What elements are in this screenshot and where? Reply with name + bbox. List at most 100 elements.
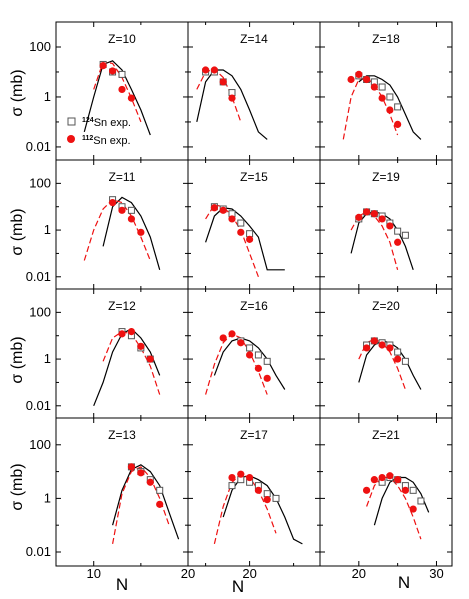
sn112-point — [263, 496, 271, 504]
sn112-point — [254, 486, 262, 494]
sn112-point — [394, 120, 402, 128]
y-tick-label: 1 — [44, 222, 51, 237]
y-tick-label: 1 — [44, 351, 51, 366]
sn112-point — [202, 66, 210, 74]
y-tick-label: 1 — [44, 490, 51, 505]
calc-curve-red — [350, 211, 399, 270]
panel-z-21: 20 30 Z=21 — [319, 417, 453, 581]
panel-z-20: Z=20 — [319, 288, 453, 419]
y-tick-label: 100 — [29, 39, 51, 54]
calc-curve-black — [102, 196, 161, 270]
sn112-point — [137, 469, 145, 477]
legend-square-marker — [67, 117, 76, 126]
sn112-point — [370, 476, 378, 484]
y-axis-label-row-3: σ (mb) — [9, 336, 26, 383]
sn112-point — [127, 215, 136, 223]
sn112-point — [362, 208, 371, 216]
sn112-point — [219, 206, 227, 214]
sn112-point — [118, 206, 126, 214]
calc-curve-black — [373, 476, 430, 526]
sn112-point — [378, 341, 386, 349]
sn124-point — [386, 93, 394, 101]
sn112-point — [146, 355, 154, 363]
y-tick-label: 0.01 — [26, 544, 51, 559]
legend-sup-124: 124 — [82, 117, 94, 124]
panel-title: Z=17 — [240, 428, 268, 442]
y-tick-label: 100 — [29, 304, 51, 319]
legend-sup-112: 112 — [82, 135, 93, 142]
sn112-point — [378, 215, 386, 223]
sn112-point — [237, 470, 245, 478]
x-axis-label-col-1: N — [116, 575, 128, 594]
panel-title: Z=16 — [240, 299, 268, 313]
sn112-point — [263, 374, 271, 382]
sn124-point — [272, 494, 280, 502]
sn112-point — [370, 83, 378, 91]
sn112-point — [386, 344, 394, 352]
x-tick-label: 20 — [242, 566, 256, 581]
panel-title: Z=20 — [372, 299, 400, 313]
sn112-point — [394, 238, 402, 246]
y-tick-label: 100 — [29, 175, 51, 190]
sn112-point — [219, 334, 227, 342]
sn112-point — [118, 85, 126, 94]
panel-z-11: 100 1 0.01 Z=11 — [26, 159, 189, 290]
sn112-point — [228, 94, 236, 102]
calc-curve-red — [93, 61, 142, 123]
panel-title: Z=18 — [372, 32, 400, 46]
sn124-point — [156, 486, 164, 494]
y-tick-label: 1 — [44, 89, 51, 104]
panel-z-16: Z=16 — [187, 288, 321, 419]
sn112-point — [362, 344, 371, 352]
calc-curve-black — [196, 69, 268, 140]
sn112-point — [401, 486, 410, 494]
sn112-point — [137, 228, 145, 236]
panel-title: Z=15 — [240, 170, 268, 184]
panel-title: Z=11 — [109, 170, 136, 184]
sn112-point — [156, 500, 164, 508]
panel-title: Z=21 — [372, 428, 400, 442]
legend-circle-marker — [67, 135, 75, 143]
sn112-point — [228, 330, 236, 338]
sn112-point — [394, 476, 402, 484]
calc-curve-red — [112, 466, 170, 545]
sn124-point — [254, 351, 262, 359]
sn112-point — [378, 94, 386, 102]
y-tick-label: 0.01 — [26, 398, 51, 413]
sn112-point — [108, 199, 117, 207]
x-axis-label-col-3: N — [398, 573, 410, 592]
y-tick-label: 0.01 — [26, 139, 51, 154]
sn124-point — [394, 348, 402, 356]
calc-curve-red — [102, 330, 161, 395]
sn112-point — [246, 235, 254, 243]
panel-z-19: Z=19 — [319, 159, 453, 290]
y-tick-label: 0.01 — [26, 269, 51, 284]
calc-curve-black — [222, 475, 303, 545]
sn112-point — [219, 78, 227, 86]
sn124-point — [394, 227, 402, 235]
calc-curve-red — [213, 473, 277, 545]
sn124-point — [378, 83, 386, 91]
y-axis-label-row-2: σ (mb) — [9, 208, 26, 255]
x-axis-label-col-2: N — [232, 577, 244, 596]
sn124-point — [409, 486, 417, 494]
sn112-point — [347, 75, 355, 84]
legend-entry-sn124: 124Sn exp. — [82, 117, 131, 129]
calc-curve-black — [83, 60, 151, 136]
sn112-point — [228, 473, 236, 482]
panel-grid: 100 1 0.01 Z=10 Z=14 Z=18 100 1 0.01 Z=11 Z=15 Z=19… — [26, 21, 453, 581]
sn112-point — [386, 106, 394, 114]
x-tick-label: 20 — [181, 566, 195, 581]
sn112-point — [394, 355, 402, 363]
sn124-point — [401, 357, 409, 365]
sn112-point — [362, 75, 371, 84]
legend-name-124: Sn exp. — [94, 117, 131, 129]
sn112-point — [409, 505, 417, 513]
sn124-point — [417, 497, 425, 505]
panel-z-13: 100 1 0.01 10 20 Z=13 — [26, 417, 195, 581]
sn112-point — [246, 473, 254, 482]
sn124-point — [401, 231, 409, 239]
sn112-point — [370, 210, 378, 218]
y-axis-label-row-4: σ (mb) — [9, 463, 26, 510]
